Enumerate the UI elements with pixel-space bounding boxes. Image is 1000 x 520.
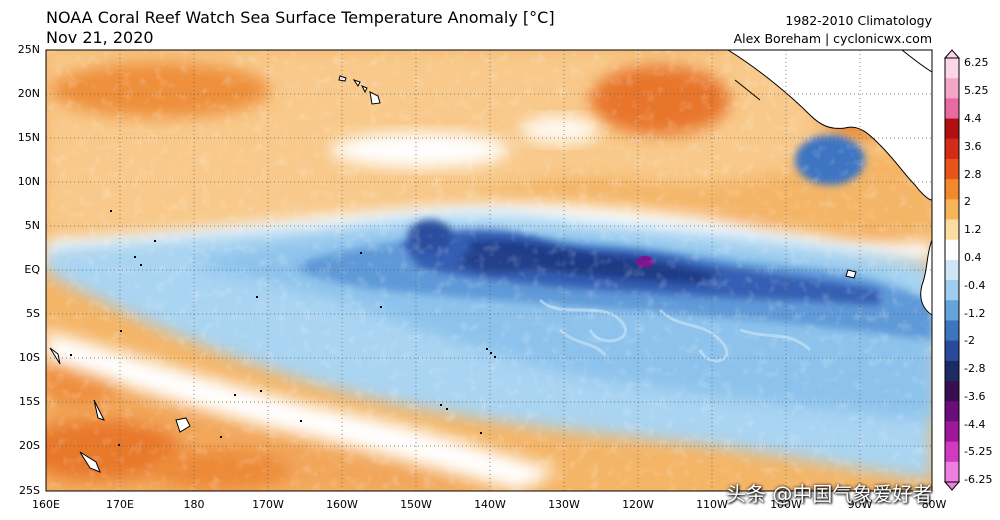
- lat-label-25n: 25N: [17, 43, 40, 56]
- cbar-label-neg-3-6: -3.6: [964, 390, 986, 403]
- map-date: Nov 21, 2020: [46, 28, 154, 47]
- cbar-label-neg-2-8: -2.8: [964, 362, 986, 375]
- graticule: [46, 50, 932, 491]
- lat-label-5s: 5S: [26, 307, 40, 320]
- lon-label-100w: 100W: [770, 498, 802, 511]
- colorbar-segment: [945, 138, 959, 160]
- colorbar-segment: [945, 381, 959, 402]
- cbar-label-6-25: 6.25: [964, 56, 989, 69]
- cbar-label-neg-4-4: -4.4: [964, 418, 986, 431]
- lon-label-140w: 140W: [474, 498, 506, 511]
- lon-label-90w: 90W: [847, 498, 873, 511]
- cbar-label-0-4: 0.4: [964, 251, 982, 264]
- colorbar-segment: [945, 401, 959, 423]
- cbar-label-neg-0-4: -0.4: [964, 279, 986, 292]
- author-credit: Alex Boreham | cyclonicwx.com: [733, 31, 932, 46]
- cbar-label-neg-2: -2: [964, 334, 975, 347]
- colorbar-top-arrow: [943, 49, 961, 59]
- lat-label-20n: 20N: [17, 87, 40, 100]
- lat-label-eq: EQ: [24, 263, 40, 276]
- colorbar-segment: [945, 98, 959, 120]
- colorbar-segment: [945, 58, 959, 79]
- lon-label-120w: 120W: [622, 498, 654, 511]
- colorbar-segment: [945, 239, 959, 261]
- cbar-label-neg-1-2: -1.2: [964, 307, 986, 320]
- colorbar-segment: [945, 118, 959, 140]
- anomaly-field: [46, 50, 932, 491]
- colorbar: [944, 57, 960, 483]
- lon-label-80w: 80W: [921, 498, 947, 511]
- climatology-label: 1982-2010 Climatology: [785, 13, 932, 28]
- colorbar-segment: [945, 219, 959, 241]
- colorbar-segment: [945, 280, 959, 301]
- colorbar-segment: [945, 300, 959, 322]
- lon-label-170w: 170W: [252, 498, 284, 511]
- map-frame: [45, 49, 933, 492]
- colorbar-segment: [945, 360, 959, 382]
- colorbar-segment: [945, 441, 959, 463]
- credit-block: 1982-2010 Climatology Alex Boreham | cyc…: [734, 12, 932, 48]
- lat-label-10s: 10S: [19, 351, 40, 364]
- colorbar-segment: [945, 340, 959, 362]
- lat-label-25s: 25S: [19, 484, 40, 497]
- lat-label-20s: 20S: [19, 439, 40, 452]
- colorbar-bottom-arrow: [943, 481, 961, 491]
- lon-label-160w: 160W: [326, 498, 358, 511]
- lon-label-180: 180: [183, 498, 205, 511]
- lon-label-130w: 130W: [548, 498, 580, 511]
- cbar-label-3-6: 3.6: [964, 140, 982, 153]
- colorbar-segment: [945, 158, 959, 180]
- cbar-label-neg-5-25: -5.25: [964, 445, 993, 458]
- lat-label-15n: 15N: [17, 131, 40, 144]
- cbar-label-2-8: 2.8: [964, 168, 982, 181]
- lat-label-10n: 10N: [17, 175, 40, 188]
- cbar-label-4-4: 4.4: [964, 112, 982, 125]
- map-title-block: NOAA Coral Reef Watch Sea Surface Temper…: [46, 8, 555, 48]
- cbar-label-1-2: 1.2: [964, 223, 982, 236]
- watermark: 头条 @中国气象爱好者: [726, 482, 933, 506]
- lat-label-15s: 15S: [19, 395, 40, 408]
- colorbar-segment: [945, 421, 959, 443]
- colorbar-segment: [945, 259, 959, 281]
- colorbar-segment: [945, 78, 959, 99]
- colorbar-segment: [945, 199, 959, 221]
- cbar-label-5-25: 5.25: [964, 84, 989, 97]
- colorbar-segment: [945, 179, 959, 200]
- colorbar-segment: [945, 320, 959, 342]
- lon-label-160e: 160E: [32, 498, 60, 511]
- lon-label-110w: 110W: [696, 498, 728, 511]
- lat-label-5n: 5N: [24, 219, 40, 232]
- cbar-label-2: 2: [964, 195, 971, 208]
- map-title: NOAA Coral Reef Watch Sea Surface Temper…: [46, 8, 555, 27]
- lon-label-150w: 150W: [400, 498, 432, 511]
- cbar-label-neg-6-25: -6.25: [964, 473, 993, 486]
- lon-label-170e: 170E: [106, 498, 134, 511]
- colorbar-segment: [945, 461, 959, 483]
